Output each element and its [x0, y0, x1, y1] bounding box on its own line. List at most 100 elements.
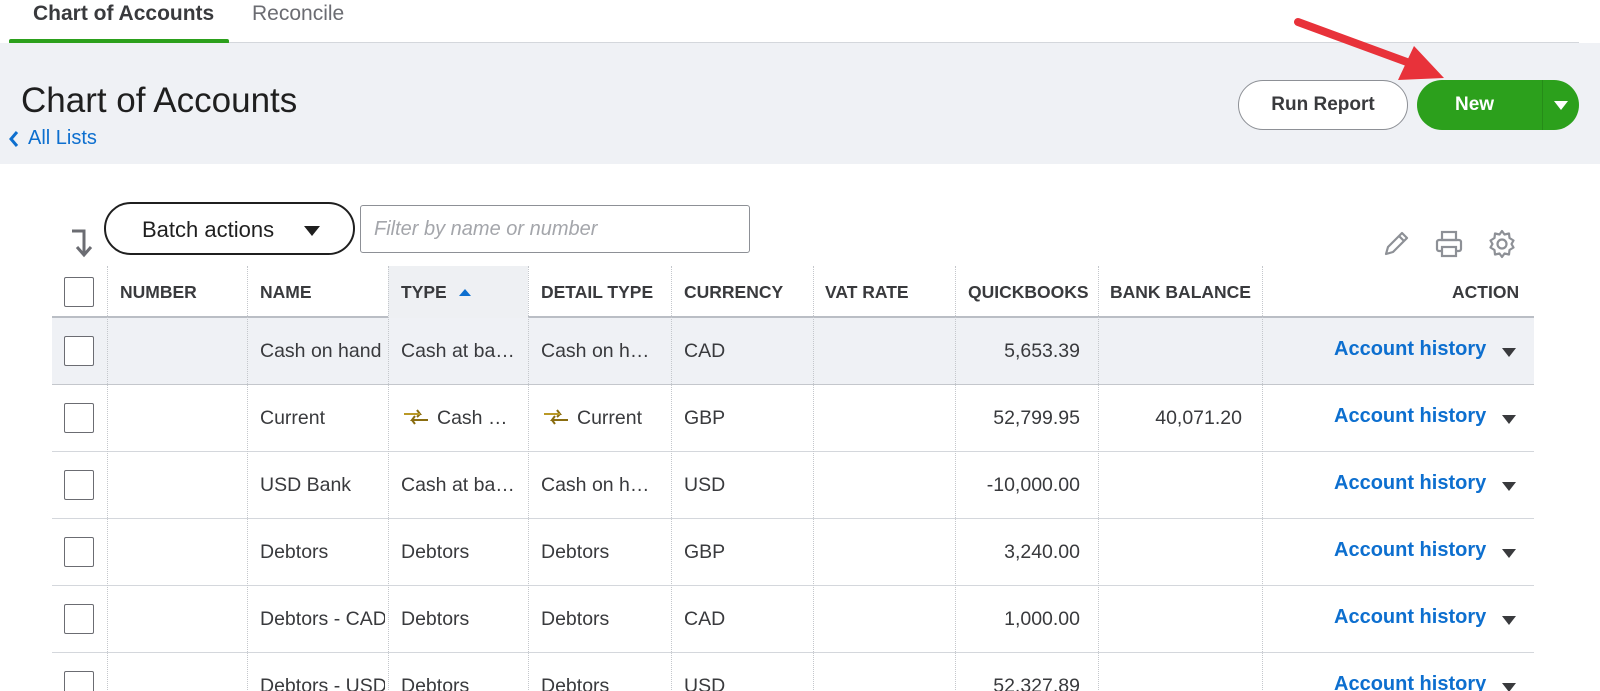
table-row[interactable]: Debtors - CAD Debtors Debtors CAD 1,000.00 Ac…: [52, 586, 1534, 653]
gear-icon[interactable]: [1486, 228, 1518, 260]
cell-type: Cash at ba…: [401, 340, 526, 363]
row-action-caret-icon[interactable]: [1502, 348, 1516, 357]
batch-caret-icon: [304, 226, 320, 236]
cell-name: Debtors: [260, 541, 329, 563]
row-action-caret-icon[interactable]: [1502, 616, 1516, 625]
cell-type: Cash …: [401, 407, 526, 430]
cell-detail-text: Current: [577, 407, 643, 429]
cell-name: Debtors - CAD: [260, 608, 385, 630]
col-type[interactable]: TYPE: [388, 266, 528, 318]
column-divider: [1262, 266, 1263, 691]
batch-actions-label: Batch actions: [142, 217, 275, 242]
row-action-caret-icon[interactable]: [1502, 482, 1516, 491]
cell-quickbooks-balance: 1,000.00: [1004, 608, 1080, 630]
run-report-button[interactable]: Run Report: [1238, 80, 1408, 130]
row-action-caret-icon[interactable]: [1502, 549, 1516, 558]
cell-detail-type: Debtors: [541, 675, 671, 691]
table-row[interactable]: Debtors - USD Debtors Debtors USD 52,327.89 A…: [52, 653, 1534, 691]
row-action-caret-icon[interactable]: [1502, 683, 1516, 691]
all-lists-label: All Lists: [28, 127, 97, 149]
table-header: NUMBER NAME TYPE DETAIL TYPE CURRENCY VA…: [52, 266, 1534, 318]
cell-type: Debtors: [401, 541, 526, 564]
table-row[interactable]: Debtors Debtors Debtors GBP 3,240.00 Account …: [52, 519, 1534, 586]
batch-actions-dropdown[interactable]: Batch actions: [104, 202, 355, 255]
new-button-divider: [1542, 80, 1543, 130]
column-divider: [247, 266, 248, 691]
active-tab-indicator: [9, 39, 229, 44]
cell-detail-type: Current: [541, 407, 671, 430]
account-history-link[interactable]: Account history: [1334, 606, 1487, 628]
cell-name: Cash on hand: [260, 340, 382, 362]
cell-detail-type: Cash on h…: [541, 340, 671, 363]
all-lists-link[interactable]: All Lists: [8, 127, 97, 150]
account-history-link[interactable]: Account history: [1334, 405, 1487, 427]
cell-quickbooks-balance: 52,799.95: [993, 407, 1080, 429]
column-divider: [107, 266, 108, 691]
cell-currency: USD: [684, 474, 726, 496]
col-detail-type[interactable]: DETAIL TYPE: [541, 282, 654, 302]
col-name[interactable]: NAME: [260, 282, 312, 302]
cell-quickbooks-balance: 5,653.39: [1004, 340, 1080, 362]
col-type-label: TYPE: [401, 282, 447, 302]
sort-direction-icon[interactable]: [68, 228, 94, 258]
cell-type-text: Debtors: [401, 541, 470, 563]
column-divider: [388, 266, 389, 691]
cell-detail-type: Debtors: [541, 608, 671, 631]
pencil-icon[interactable]: [1380, 228, 1412, 260]
row-checkbox[interactable]: [64, 470, 94, 500]
page-title: Chart of Accounts: [21, 81, 298, 120]
col-quickbooks[interactable]: QUICKBOOKS: [968, 282, 1089, 302]
filter-input[interactable]: [360, 205, 750, 253]
table-row[interactable]: Current Cash … Current GBP 52,799.95 40,071.2…: [52, 385, 1534, 452]
cell-type-text: Debtors: [401, 608, 470, 630]
cell-type-text: Cash at ba…: [401, 340, 515, 362]
cell-quickbooks-balance: 3,240.00: [1004, 541, 1080, 563]
cell-type-text: Cash at ba…: [401, 474, 515, 496]
row-checkbox[interactable]: [64, 403, 94, 433]
cell-type: Debtors: [401, 675, 526, 691]
account-history-link[interactable]: Account history: [1334, 472, 1487, 494]
row-action-caret-icon[interactable]: [1502, 415, 1516, 424]
col-number[interactable]: NUMBER: [120, 282, 197, 302]
select-all-checkbox[interactable]: [64, 277, 94, 307]
cell-detail-text: Cash on h…: [541, 474, 650, 496]
col-currency[interactable]: CURRENCY: [684, 282, 784, 302]
sort-ascending-icon: [458, 289, 471, 296]
tab-divider: [9, 42, 1579, 43]
tab-chart-of-accounts[interactable]: Chart of Accounts: [33, 2, 215, 25]
col-action: ACTION: [1452, 282, 1520, 302]
cell-currency: CAD: [684, 340, 726, 362]
cell-name: Debtors - USD: [260, 675, 385, 691]
tab-reconcile[interactable]: Reconcile: [252, 2, 345, 25]
column-divider: [1098, 266, 1099, 691]
account-history-link[interactable]: Account history: [1334, 539, 1487, 561]
col-bank-balance[interactable]: BANK BALANCE: [1110, 282, 1251, 302]
table-row[interactable]: USD Bank Cash at ba… Cash on h… USD -10,000.…: [52, 452, 1534, 519]
cell-name: USD Bank: [260, 474, 352, 496]
new-button[interactable]: New: [1417, 80, 1579, 130]
tab-bar: Chart of Accounts Reconcile: [0, 0, 1600, 44]
cell-type-text: Debtors: [401, 675, 470, 691]
cell-detail-type: Cash on h…: [541, 474, 671, 497]
cell-detail-text: Cash on h…: [541, 340, 650, 362]
transfer-arrows-icon: [404, 409, 428, 425]
cell-currency: CAD: [684, 608, 726, 630]
printer-icon[interactable]: [1433, 228, 1465, 260]
cell-detail-text: Debtors: [541, 675, 610, 691]
cell-detail-type: Debtors: [541, 541, 671, 564]
row-checkbox[interactable]: [64, 671, 94, 691]
cell-type: Debtors: [401, 608, 526, 631]
account-history-link[interactable]: Account history: [1334, 673, 1487, 691]
row-checkbox[interactable]: [64, 336, 94, 366]
cell-detail-text: Debtors: [541, 608, 610, 630]
new-dropdown-caret-icon[interactable]: [1554, 101, 1568, 110]
cell-currency: GBP: [684, 407, 726, 429]
table-row[interactable]: Cash on hand Cash at ba… Cash on h… CAD 5,65…: [52, 318, 1534, 385]
account-history-link[interactable]: Account history: [1334, 338, 1487, 360]
column-divider: [671, 266, 672, 691]
red-arrow-annotation: [1294, 18, 1444, 80]
row-checkbox[interactable]: [64, 604, 94, 634]
table-body: Cash on hand Cash at ba… Cash on h… CAD 5,65…: [52, 318, 1534, 691]
col-vat-rate[interactable]: VAT RATE: [825, 282, 909, 302]
row-checkbox[interactable]: [64, 537, 94, 567]
